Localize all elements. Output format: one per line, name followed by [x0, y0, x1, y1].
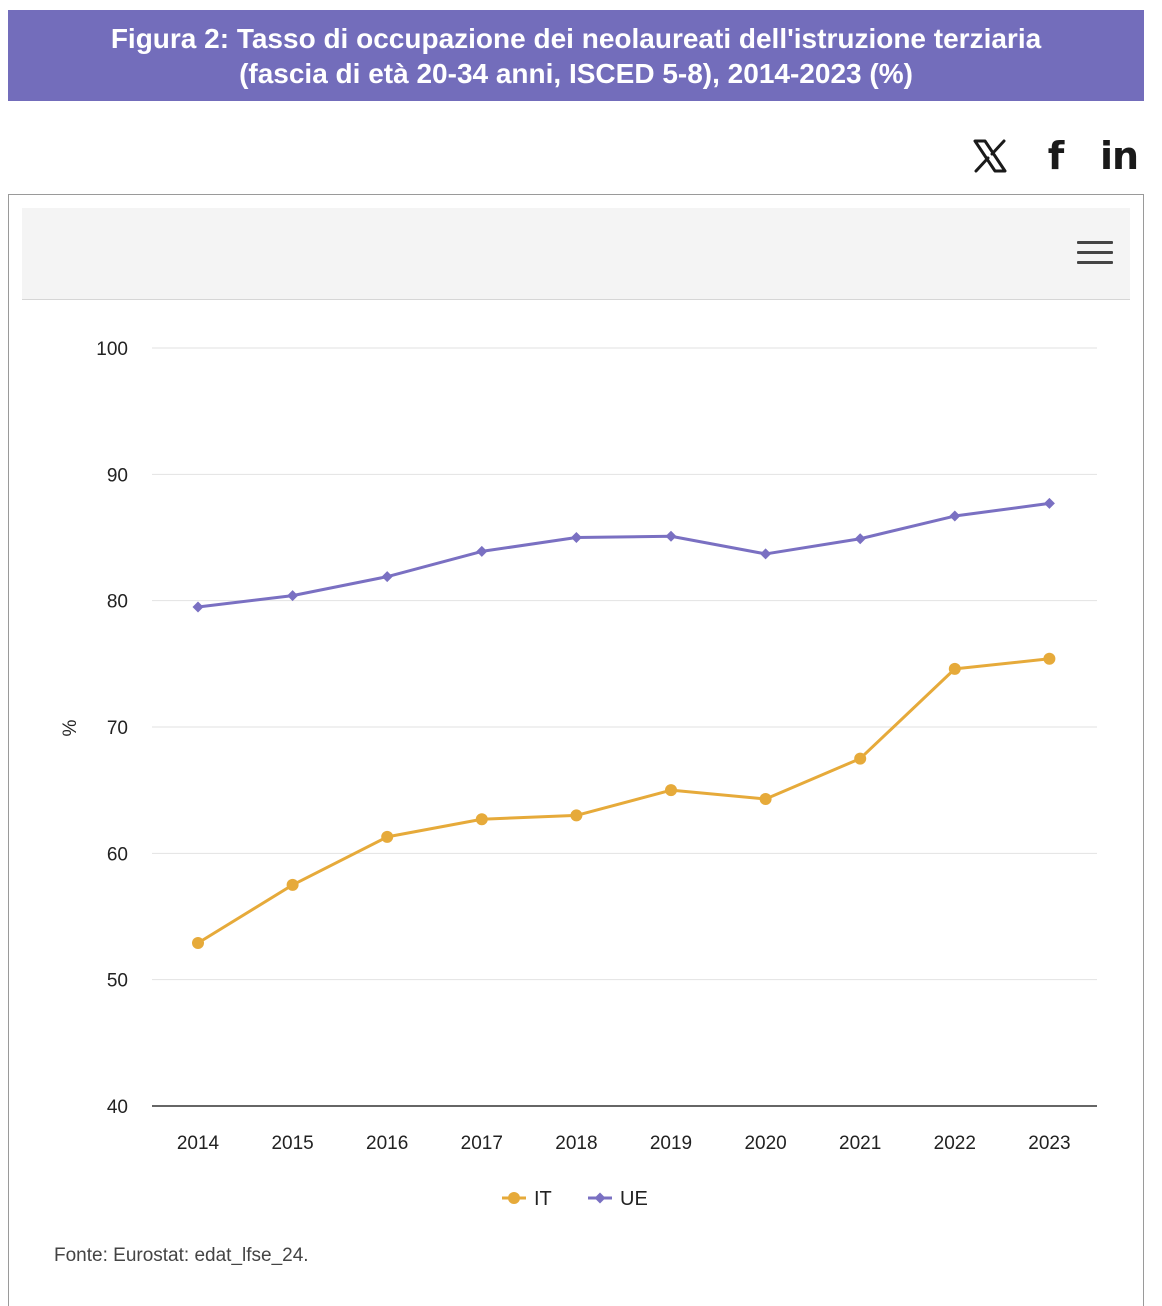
x-tick-label: 2019 — [650, 1133, 692, 1154]
chart-toolbar — [22, 208, 1130, 300]
x-axis-ticks: 2014 2015 2016 2017 2018 2019 2020 2021 2022 2023 — [177, 1133, 1071, 1154]
y-tick-label: 70 — [107, 718, 128, 739]
grid-lines — [152, 347, 1097, 1107]
data-point-ue[interactable] — [1043, 497, 1055, 509]
y-axis-ticks: 40 50 60 70 80 90 100 — [96, 339, 128, 1118]
y-tick-label: 50 — [107, 971, 128, 992]
legend: IT UE — [502, 1188, 648, 1210]
series-ue — [192, 497, 1055, 613]
y-tick-label: 40 — [107, 1097, 128, 1118]
data-point-it[interactable] — [665, 784, 677, 797]
series-line-it — [197, 657, 1050, 945]
legend-label-it: IT — [534, 1188, 552, 1210]
series-layer — [192, 497, 1056, 950]
data-point-it[interactable] — [475, 813, 488, 826]
legend-marker-it — [508, 1192, 520, 1204]
source-note: Fonte: Eurostat: edat_lfse_24. — [54, 1245, 309, 1266]
data-point-ue[interactable] — [854, 533, 866, 545]
data-point-ue[interactable] — [570, 532, 582, 543]
data-point-it[interactable] — [286, 878, 299, 891]
data-point-ue[interactable] — [192, 601, 204, 613]
legend-label-ue: UE — [620, 1188, 648, 1210]
data-point-it[interactable] — [570, 809, 583, 822]
data-point-it[interactable] — [192, 937, 204, 950]
x-tick-label: 2018 — [555, 1133, 597, 1154]
x-tick-label: 2014 — [177, 1133, 220, 1154]
x-tick-label: 2016 — [366, 1133, 408, 1154]
chart-title-line-2: (fascia di età 20-34 anni, ISCED 5-8), 2… — [239, 57, 913, 89]
data-point-ue[interactable] — [287, 590, 299, 602]
data-point-it[interactable] — [759, 793, 772, 806]
legend-item-ue[interactable]: UE — [588, 1188, 648, 1210]
hamburger-menu-icon[interactable] — [1074, 238, 1118, 270]
data-point-it[interactable] — [1043, 652, 1056, 665]
chart-title-banner: Figura 2: Tasso di occupazione dei neola… — [8, 10, 1144, 101]
data-point-ue[interactable] — [949, 510, 961, 522]
data-point-ue[interactable] — [476, 545, 488, 557]
series-line-ue — [197, 501, 1050, 609]
y-tick-label: 60 — [107, 844, 128, 865]
data-point-ue[interactable] — [665, 530, 677, 542]
y-tick-label: 100 — [96, 339, 128, 360]
x-twitter-icon[interactable] — [966, 132, 1014, 180]
data-point-ue[interactable] — [381, 571, 393, 583]
line-chart: 40 50 60 70 80 90 100 2014 2015 2016 2017 2018 2019… — [60, 339, 1097, 1210]
chart-title-line-1: Figura 2: Tasso di occupazione dei neola… — [110, 22, 1042, 54]
y-axis-label: % — [60, 719, 81, 736]
x-tick-label: 2023 — [1028, 1133, 1070, 1154]
legend-item-it[interactable]: IT — [502, 1188, 552, 1210]
y-tick-label: 90 — [107, 465, 128, 486]
facebook-icon[interactable]: f — [1047, 134, 1065, 178]
data-point-it[interactable] — [854, 752, 867, 765]
linkedin-icon[interactable]: in — [1099, 134, 1139, 178]
share-bar: f in — [0, 132, 1162, 180]
x-tick-label: 2021 — [839, 1133, 881, 1154]
y-tick-label: 80 — [107, 592, 128, 613]
chart-container — [8, 194, 1144, 1306]
x-tick-label: 2022 — [934, 1133, 976, 1154]
legend-marker-ue — [594, 1192, 606, 1204]
series-it — [192, 652, 1056, 950]
x-tick-label: 2015 — [271, 1133, 313, 1154]
x-tick-label: 2017 — [461, 1133, 503, 1154]
data-point-ue[interactable] — [760, 548, 772, 560]
data-point-it[interactable] — [381, 830, 394, 843]
data-point-it[interactable] — [948, 662, 961, 675]
x-tick-label: 2020 — [744, 1133, 786, 1154]
